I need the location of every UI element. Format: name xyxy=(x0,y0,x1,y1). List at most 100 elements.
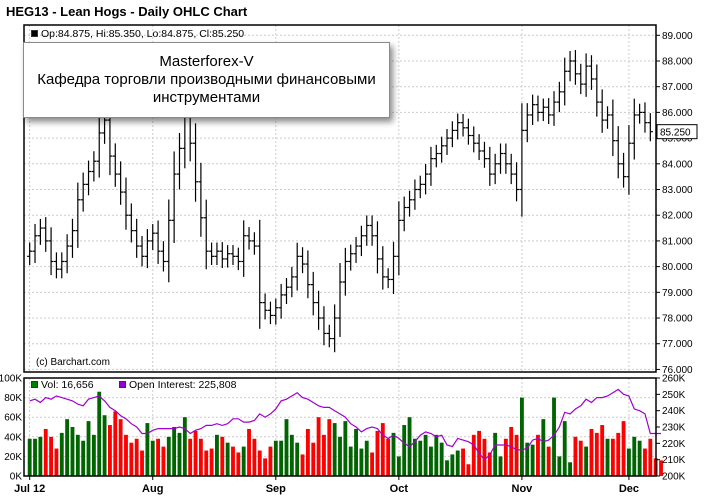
volume-legend-text: Vol: 16,656 xyxy=(41,379,94,391)
volume-bar xyxy=(75,434,80,476)
volume-bar xyxy=(546,446,551,476)
volume-bar xyxy=(637,440,642,476)
volume-y-tick-label: 60K xyxy=(4,413,22,424)
volume-bar xyxy=(589,428,594,476)
chart-title: HEG13 - Lean Hogs - Daily OHLC Chart xyxy=(6,4,248,19)
volume-bar xyxy=(616,432,621,476)
ohlc-bar xyxy=(198,162,204,237)
ohlc-bar xyxy=(203,199,209,270)
open-interest-y-tick-label: 220K xyxy=(662,439,686,450)
ohlc-bar xyxy=(278,283,284,319)
ohlc-bar xyxy=(214,242,220,266)
ohlc-bar xyxy=(267,301,273,325)
ohlc-bar xyxy=(492,153,498,185)
volume-bar xyxy=(54,448,59,476)
price-y-tick-label: 87.000 xyxy=(662,82,693,93)
ohlc-bar xyxy=(155,220,161,264)
ohlc-bar xyxy=(294,242,300,291)
price-bars xyxy=(27,50,653,353)
volume-bar xyxy=(49,436,54,476)
open-interest-y-tick-label: 250K xyxy=(662,390,686,401)
ohlc-bar xyxy=(59,252,65,279)
volume-bar xyxy=(209,448,214,476)
ohlc-bar xyxy=(514,162,520,202)
volume-bar xyxy=(182,417,187,476)
ohlc-bar xyxy=(471,126,477,153)
open-interest-y-tick-label: 230K xyxy=(662,423,686,434)
ohlc-bar xyxy=(615,126,621,179)
ohlc-bar xyxy=(273,298,279,325)
ohlc-bar xyxy=(348,244,354,271)
open-interest-swatch-icon xyxy=(119,381,126,388)
ohlc-bar xyxy=(535,95,541,122)
volume-bar xyxy=(519,397,524,476)
volume-y-tick-label: 100K xyxy=(0,374,22,385)
ohlc-bar xyxy=(439,136,445,163)
ohlc-bar xyxy=(631,98,637,160)
price-y-tick-label: 88.000 xyxy=(662,56,693,67)
volume-y-tick-label: 80K xyxy=(4,393,22,404)
ohlc-bar xyxy=(605,106,611,129)
volume-bar xyxy=(225,442,230,476)
ohlc-bar xyxy=(332,304,338,353)
ohlc-bar xyxy=(374,221,380,274)
ohlc-bar xyxy=(262,293,268,320)
copyright: (c) Barchart.com xyxy=(36,357,110,368)
ohlc-bar xyxy=(465,118,471,145)
volume-bar xyxy=(418,440,423,476)
x-axis: Jul 12 Aug Sep Oct Nov Dec xyxy=(14,476,639,495)
volume-bar xyxy=(471,434,476,476)
volume-bar xyxy=(332,423,337,476)
volume-bar xyxy=(482,438,487,476)
price-y-tick-label: 79.000 xyxy=(662,288,693,299)
ohlc-bar xyxy=(460,113,466,137)
volume-bar xyxy=(391,432,396,476)
current-price-marker: 85.250 xyxy=(656,124,698,140)
x-tick-label: Aug xyxy=(142,483,163,495)
ohlc-bar xyxy=(412,179,418,210)
volume-bar xyxy=(498,456,503,476)
ohlc-bar xyxy=(401,196,407,232)
ohlc-bar xyxy=(123,177,129,230)
volume-bar xyxy=(557,456,562,476)
volume-bar xyxy=(525,442,530,476)
ohlc-bar xyxy=(588,55,594,90)
ohlc-bar xyxy=(337,263,343,338)
volume-bar xyxy=(236,452,241,476)
volume-bar xyxy=(552,397,556,476)
volume-bar xyxy=(295,442,300,476)
volume-bar xyxy=(198,438,203,476)
ohlc-bar xyxy=(300,247,306,274)
watermark-line-2: Кафедра торговли производными финансовым… xyxy=(37,71,376,88)
volume-bar xyxy=(81,440,86,476)
volume-bar xyxy=(247,428,251,476)
volume-bar xyxy=(584,446,589,476)
chart-frames xyxy=(23,24,657,477)
ohlc-bar xyxy=(583,53,589,97)
ohlc-bar xyxy=(364,215,370,246)
price-y-tick-label: 84.000 xyxy=(662,159,693,170)
ohlc-bar xyxy=(637,103,643,124)
volume-bar xyxy=(204,450,209,476)
ohlc-bar xyxy=(128,203,134,243)
volume-bar xyxy=(33,438,37,476)
volume-y-tick-label: 0K xyxy=(10,472,23,483)
volume-bar xyxy=(412,438,417,476)
volume-bar xyxy=(150,440,155,476)
volume-bar xyxy=(231,446,235,476)
volume-bar xyxy=(461,448,465,476)
ohlc-bar xyxy=(353,236,359,263)
ohlc-bar xyxy=(428,146,434,186)
volume-bar xyxy=(215,434,219,476)
volume-bar xyxy=(396,456,401,476)
volume-bar xyxy=(322,434,326,476)
ohlc-bar xyxy=(80,172,86,212)
ohlc-bar xyxy=(241,220,247,277)
volume-bar xyxy=(172,427,177,476)
volume-bar xyxy=(600,425,605,476)
volume-bar xyxy=(59,432,64,476)
volume-bar xyxy=(386,438,391,476)
ohlc-bar xyxy=(176,132,182,190)
price-y-tick-label: 78.000 xyxy=(662,314,693,325)
